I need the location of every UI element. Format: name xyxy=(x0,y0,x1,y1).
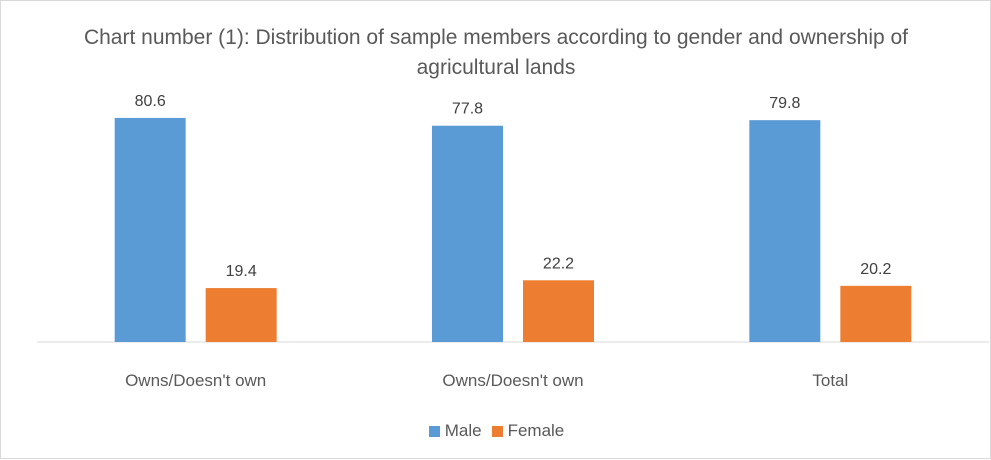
bar-female-2 xyxy=(523,280,594,342)
bar-male-3 xyxy=(749,120,821,342)
category-label-1: Owns/Doesn't own xyxy=(125,371,266,390)
legend-item-female: Female xyxy=(491,421,565,441)
legend-swatch-female xyxy=(491,425,503,437)
bar-male-2 xyxy=(432,125,503,342)
data-label-male-3: 79.8 xyxy=(769,95,800,112)
bar-female-3 xyxy=(840,285,912,342)
legend: Male Female xyxy=(1,421,991,441)
category-label-3: Total xyxy=(812,371,848,390)
bar-male-1 xyxy=(114,117,186,342)
bar-female-1 xyxy=(205,288,277,342)
data-label-female-3: 20.2 xyxy=(860,261,891,278)
legend-label-female: Female xyxy=(507,421,565,440)
data-label-female-1: 19.4 xyxy=(226,263,257,280)
data-label-male-1: 80.6 xyxy=(135,93,166,110)
category-label-2: Owns/Doesn't own xyxy=(442,371,583,390)
legend-swatch-male xyxy=(428,425,440,437)
chart-title: Chart number (1): Distribution of sample… xyxy=(83,26,909,79)
legend-item-male: Male xyxy=(428,421,482,441)
data-label-female-2: 22.2 xyxy=(543,255,574,272)
data-label-male-2: 77.8 xyxy=(452,101,483,118)
legend-label-male: Male xyxy=(444,421,482,440)
